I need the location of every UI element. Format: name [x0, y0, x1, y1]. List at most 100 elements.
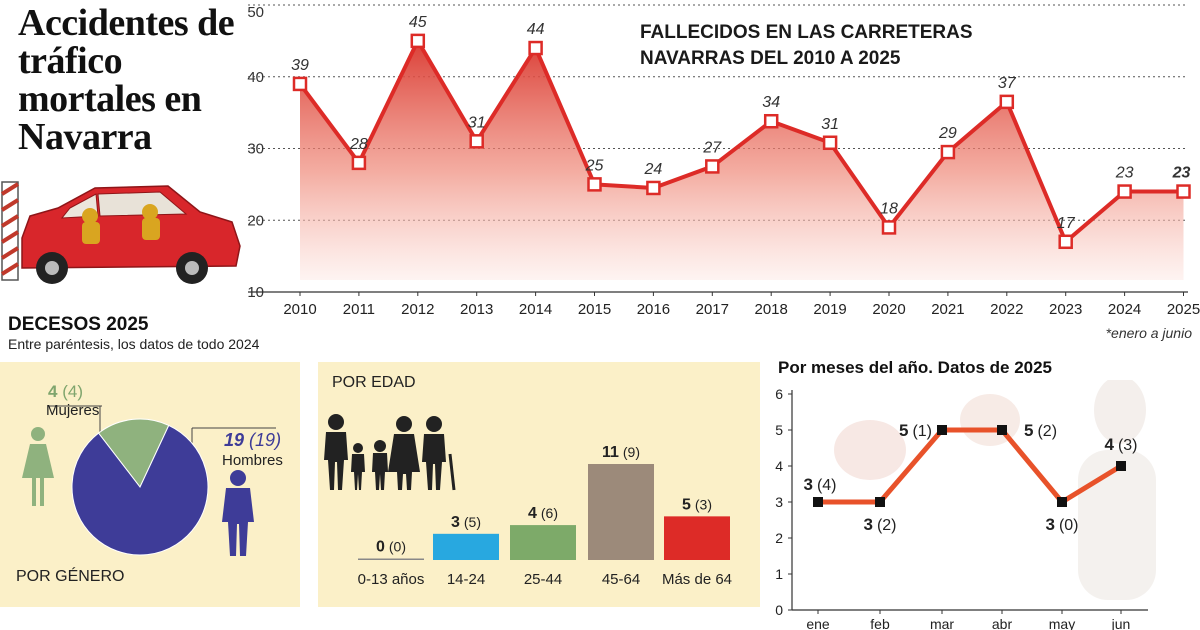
- x-tick-label: 2011: [343, 301, 375, 318]
- data-point: [1117, 184, 1132, 199]
- x-tick-label: 2018: [755, 301, 788, 318]
- section-title: DECESOS 2025: [8, 314, 149, 335]
- data-point: [763, 113, 779, 129]
- monthly-point: [875, 497, 885, 507]
- data-label: 34: [762, 94, 780, 111]
- monthly-label: 3 (4): [803, 475, 836, 494]
- x-tick-label: 2017: [696, 301, 729, 318]
- data-label: 45: [409, 14, 427, 31]
- y-tick-label: 6: [775, 386, 783, 402]
- age-bar-chart: 0 (0) 0-13 años 3 (5) 14-24 4 (6) 25-44 11 (9) 45-6…: [324, 414, 732, 588]
- monthly-label: 3 (2): [863, 515, 896, 534]
- monthly-label: 3 (0): [1045, 515, 1078, 534]
- x-tick-label: 2022: [990, 301, 1023, 318]
- age-bar-value: 3 (5): [451, 514, 481, 531]
- main-chart: 1020304050392010282011452012312013442014…: [247, 4, 1200, 318]
- monthly-point: [997, 425, 1007, 435]
- pie-slice-mujeres: [97, 418, 170, 488]
- x-tick-label: 2014: [519, 301, 552, 318]
- data-label: 23: [1115, 165, 1134, 182]
- chart-title: FALLECIDOS EN LAS CARRETERAS NAVARRAS DE…: [640, 22, 973, 69]
- hombres-count: 19: [224, 430, 245, 450]
- monthly-count: 5: [899, 421, 908, 440]
- data-label: 31: [468, 114, 486, 131]
- series-line: [298, 38, 1184, 244]
- x-tick-label: 2023: [1049, 301, 1082, 318]
- age-bar-count: 0: [376, 539, 385, 556]
- monthly-point: [1057, 497, 1067, 507]
- car-crash-illustration: [0, 181, 241, 284]
- monthly-point: [1116, 461, 1126, 471]
- monthly-point: [813, 497, 823, 507]
- age-panel: POR EDAD 0 (0) 0-13 años 3 (5) 14-24 4 (6) 25-44…: [318, 362, 760, 607]
- area-fill: [300, 40, 1184, 280]
- age-bar: [510, 525, 576, 560]
- data-point: [351, 155, 367, 171]
- month-label: feb: [870, 616, 890, 630]
- chart-note: *enero a junio: [1105, 325, 1192, 341]
- y-tick-label: 1: [775, 566, 783, 582]
- y-tick-label: 20: [247, 212, 264, 229]
- age-bar-prev: (9): [623, 444, 640, 460]
- data-point: [822, 135, 838, 151]
- age-title: POR EDAD: [332, 374, 416, 391]
- x-tick-label: 2019: [813, 301, 846, 318]
- age-category-label: 0-13 años: [358, 571, 425, 588]
- x-tick-label: 2010: [283, 301, 316, 318]
- monthly-prev: (1): [912, 423, 932, 440]
- data-label: 24: [644, 161, 663, 178]
- man-icon: [222, 470, 254, 556]
- data-point: [999, 94, 1015, 110]
- y-tick-label: 3: [775, 494, 783, 510]
- month-label: mar: [930, 616, 954, 630]
- data-label: 17: [1057, 215, 1076, 232]
- data-label: 28: [349, 136, 368, 153]
- mujeres-label: Mujeres: [46, 402, 100, 419]
- y-tick-label: 50: [247, 4, 264, 21]
- x-tick-label: 2015: [578, 301, 611, 318]
- monthly-title: Por meses del año. Datos de 2025: [778, 358, 1053, 377]
- monthly-count: 4: [1104, 435, 1114, 454]
- month-label: may: [1049, 616, 1075, 630]
- data-label: 31: [821, 116, 839, 133]
- x-tick-label: 2024: [1108, 301, 1141, 318]
- gender-panel: 4 (4) Mujeres 19 (19) Hombres POR GÉNERO: [0, 362, 300, 607]
- age-bar-count: 11: [602, 444, 619, 461]
- month-label: jun: [1111, 616, 1131, 630]
- age-category-label: 25-44: [524, 571, 562, 588]
- monthly-prev: (2): [1037, 423, 1057, 440]
- x-tick-label: 2016: [637, 301, 670, 318]
- monthly-count: 3: [1045, 515, 1054, 534]
- data-point: [410, 33, 426, 49]
- data-point: [469, 134, 484, 149]
- mujeres-count: 4: [48, 382, 58, 401]
- data-label: 18: [880, 200, 898, 217]
- month-label: ene: [806, 616, 830, 630]
- age-bar-value: 4 (6): [528, 505, 558, 522]
- month-label: abr: [992, 616, 1013, 630]
- hombres-label: Hombres: [222, 452, 283, 469]
- monthly-label: 5 (1): [899, 421, 932, 440]
- mujeres-prev: (4): [62, 382, 83, 401]
- age-bar-prev: (5): [464, 514, 481, 530]
- hombres-value: 19 (19): [224, 430, 281, 451]
- monthly-count: 3: [803, 475, 812, 494]
- data-point: [1176, 184, 1191, 199]
- age-category-label: 14-24: [447, 571, 485, 588]
- monthly-count: 3: [863, 515, 872, 534]
- age-bar-value: 5 (3): [682, 496, 712, 513]
- age-bar-prev: (3): [695, 496, 712, 512]
- y-tick-label: 2: [775, 530, 783, 546]
- age-bar-prev: (0): [389, 539, 406, 555]
- monthly-prev: (4): [817, 477, 837, 494]
- data-point: [292, 76, 308, 92]
- monthly-point: [937, 425, 947, 435]
- monthly-prev: (2): [877, 517, 897, 534]
- age-bar: [664, 516, 730, 560]
- age-bar-count: 4: [528, 505, 537, 522]
- page-title: Accidentes de tráfico mortales en Navarr…: [18, 2, 235, 158]
- data-label: 27: [702, 139, 722, 156]
- age-bar: [588, 464, 654, 560]
- monthly-count: 5: [1024, 421, 1033, 440]
